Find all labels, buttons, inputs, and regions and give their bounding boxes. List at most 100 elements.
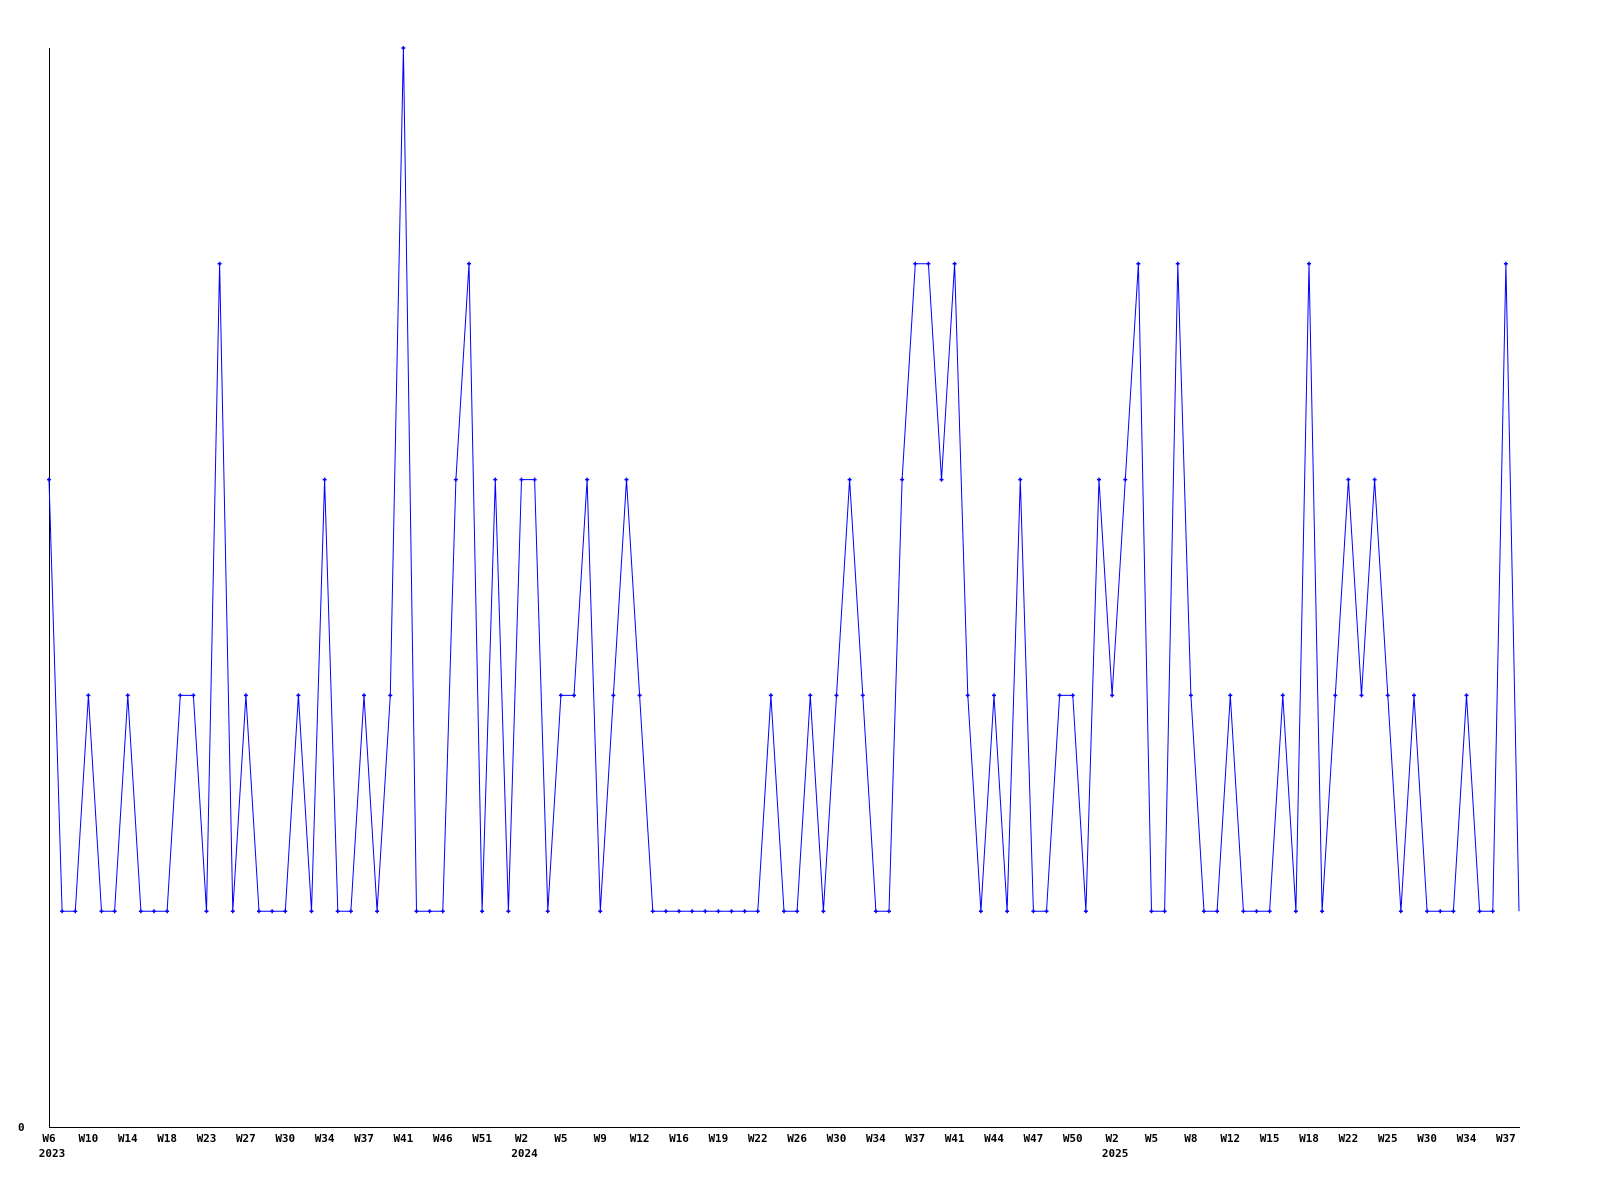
data-point [834,693,839,698]
data-point [913,261,918,266]
data-point [178,693,183,698]
data-point [427,909,432,914]
data-point [637,693,642,698]
x-tick-label: W46 [433,1132,453,1145]
x-tick-label: W14 [118,1132,138,1145]
data-point [414,909,419,914]
data-point [217,261,222,266]
data-point [1136,261,1141,266]
data-point [322,477,327,482]
data-point [467,261,471,266]
data-point [887,909,891,914]
data-point [532,477,537,482]
data-point [1097,477,1101,482]
x-tick-label: W37 [1496,1132,1516,1145]
x-tick-label: W30 [1417,1132,1437,1145]
data-point [270,909,275,914]
x-tick-label: W9 [594,1132,607,1145]
data-point [375,909,380,914]
data-point [1438,909,1443,914]
data-point [60,909,65,914]
data-point [572,693,576,698]
x-tick-label: W37 [905,1132,925,1145]
x-tick-label: W51 [472,1132,492,1145]
data-point [1149,909,1154,914]
x-tick-labels: W6 W10 W14 W18 W23 W27 W30 W34 W37 W41 W46 W51 W2 W5 W… [39,1132,1516,1160]
data-point [1241,909,1246,914]
data-point [808,693,813,698]
data-point [1451,909,1456,914]
data-point [1320,909,1325,914]
data-point [545,909,550,914]
data-point [742,909,747,914]
data-point [1005,909,1010,914]
data-point [624,477,629,482]
data-point [1175,261,1180,266]
x-tick-label: W10 [78,1132,98,1145]
x-tick-label: W22 [1338,1132,1358,1145]
data-point [1188,693,1193,698]
data-point [952,261,957,266]
data-point [1123,477,1128,482]
x-tick-label: W22 [748,1132,768,1145]
data-point [112,909,117,914]
data-point [230,909,235,914]
data-point [86,693,91,698]
x-tick-label: W2 [515,1132,528,1145]
data-point [650,909,655,914]
data-point [257,909,261,914]
x-tick-label: W15 [1260,1132,1280,1145]
data-point [506,909,511,914]
data-point [1280,693,1285,698]
x-tick-label: W34 [315,1132,335,1145]
x-tick-label: W30 [827,1132,847,1145]
x-tick-label: W23 [197,1132,217,1145]
data-point [1162,909,1167,914]
data-point [401,46,406,50]
data-point [1070,693,1075,698]
series-line [48,47,1520,912]
x-tick-label: W25 [1378,1132,1398,1145]
data-point [611,693,616,698]
data-point [1267,909,1272,914]
data-point [1293,909,1298,914]
x-tick-label: W41 [945,1132,965,1145]
data-point [296,693,301,698]
x-tick-label: W34 [866,1132,886,1145]
x-tick-label: W5 [1145,1132,1158,1145]
data-point [677,909,681,914]
data-point [978,909,983,914]
data-point [519,477,524,482]
data-point [716,909,721,914]
data-point [782,909,786,914]
year-label: 2025 [1102,1147,1129,1160]
data-point [204,909,209,914]
data-point [125,693,130,698]
data-point [1385,693,1390,698]
x-tick-label: W8 [1184,1132,1197,1145]
data-point [1228,693,1233,698]
data-point [362,693,366,698]
data-point [768,693,773,698]
data-point [847,477,852,482]
data-point [1044,909,1049,914]
data-point [585,477,590,482]
data-point [965,693,970,698]
data-point [1490,909,1495,914]
x-tick-label: W50 [1063,1132,1083,1145]
data-point [453,477,458,482]
data-point [558,693,563,698]
data-point [795,909,800,914]
data-point [1018,477,1023,482]
data-point [939,477,944,482]
x-tick-label: W12 [1220,1132,1240,1145]
x-tick-label: W26 [787,1132,807,1145]
data-point [165,909,170,914]
data-point [1333,693,1338,698]
data-point [138,909,143,914]
data-point [1110,693,1115,698]
data-point [47,477,51,482]
data-point [598,909,603,914]
x-tick-label: W41 [393,1132,413,1145]
